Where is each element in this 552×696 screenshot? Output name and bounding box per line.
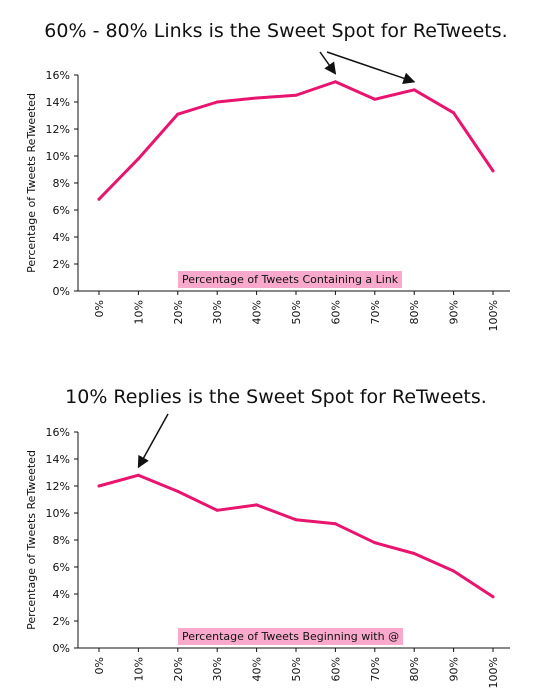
series-line — [97, 473, 495, 599]
y-tick-label: 10% — [46, 507, 70, 520]
x-tick-label: 50% — [290, 657, 303, 681]
y-tick-label: 4% — [53, 588, 70, 601]
data-point — [491, 595, 495, 599]
y-axis-label: Percentage of Tweets ReTweeted — [25, 450, 38, 630]
data-point — [215, 100, 219, 104]
x-tick-label: 80% — [408, 300, 421, 324]
x-tick-label: 100% — [487, 657, 500, 688]
data-point — [412, 552, 416, 555]
y-tick-label: 2% — [53, 258, 70, 271]
chart-title: 10% Replies is the Sweet Spot for ReTwee… — [65, 386, 487, 408]
y-tick-label: 4% — [53, 231, 70, 244]
y-tick-label: 6% — [53, 561, 70, 574]
chart-plot: 0% 2% 4% 6% 8% 10% 12% 14% 16% 0% 10% 20% 30% 40% 50% 6… — [25, 51, 510, 331]
x-tick-label: 0% — [93, 300, 106, 317]
data-point — [176, 112, 180, 116]
data-point — [294, 518, 298, 522]
data-point — [255, 503, 259, 507]
x-tick-label: 70% — [369, 300, 382, 324]
x-tick-label: 40% — [251, 657, 264, 681]
data-point — [255, 96, 259, 100]
data-point — [491, 169, 495, 173]
x-tick-label: 40% — [251, 300, 264, 324]
data-point — [136, 157, 140, 161]
y-tick-label: 10% — [46, 150, 70, 163]
x-tick-label: 60% — [329, 657, 342, 681]
x-axis-label: Percentage of Tweets Beginning with @ — [178, 628, 404, 645]
data-point — [97, 484, 101, 488]
x-tick-label: 70% — [369, 657, 382, 681]
y-tick-label: 14% — [46, 96, 70, 109]
annotation-arrow — [326, 51, 416, 85]
y-tick-label: 2% — [53, 615, 70, 628]
chart-plot: 0% 2% 4% 6% 8% 10% 12% 14% 16% 0% 10% 20% 30% 40% 50% 6… — [25, 413, 510, 688]
x-tick-label: 0% — [93, 657, 106, 674]
x-tick-label: 60% — [329, 300, 342, 324]
y-tick-label: 6% — [53, 204, 70, 217]
series-line — [97, 80, 495, 201]
y-tick-label: 0% — [53, 285, 70, 298]
x-tick-label: 90% — [448, 657, 461, 681]
x-tick-label: 100% — [487, 300, 500, 331]
x-tick-label: 10% — [132, 300, 145, 324]
x-tick-label: 30% — [211, 300, 224, 324]
y-tick-label: 14% — [46, 453, 70, 466]
data-point — [452, 569, 456, 573]
y-tick-label: 12% — [46, 480, 70, 493]
x-tick-label: 80% — [408, 657, 421, 681]
data-point — [373, 97, 377, 101]
data-point — [215, 508, 219, 512]
y-tick-label: 8% — [53, 534, 70, 547]
x-tick-label: 10% — [132, 657, 145, 681]
data-point — [333, 522, 337, 526]
y-tick-label: 16% — [46, 69, 70, 82]
data-point — [373, 541, 377, 545]
y-tick-label: 12% — [46, 123, 70, 136]
x-tick-label: 20% — [172, 300, 185, 324]
y-tick-label: 8% — [53, 177, 70, 190]
data-point — [452, 111, 456, 115]
x-axis-label: Percentage of Tweets Containing a Link — [178, 271, 403, 288]
annotation-arrow — [319, 51, 337, 75]
y-axis-label: Percentage of Tweets ReTweeted — [25, 93, 38, 273]
data-point — [412, 88, 416, 92]
data-point — [97, 197, 101, 201]
y-tick-label: 16% — [46, 426, 70, 439]
x-tick-label: 30% — [211, 657, 224, 681]
chart-links: 60% - 80% Links is the Sweet Spot for Re… — [25, 20, 510, 331]
x-tick-label: 50% — [290, 300, 303, 324]
y-tick-label: 0% — [53, 642, 70, 655]
data-point — [294, 93, 298, 97]
data-point — [176, 489, 180, 493]
annotation-arrow — [137, 413, 169, 469]
x-tick-label: 90% — [448, 300, 461, 324]
chart-title: 60% - 80% Links is the Sweet Spot for Re… — [44, 20, 508, 42]
data-point — [136, 473, 140, 477]
x-tick-label: 20% — [172, 657, 185, 681]
chart-replies: 10% Replies is the Sweet Spot for ReTwee… — [0, 348, 552, 696]
data-point — [333, 80, 337, 84]
